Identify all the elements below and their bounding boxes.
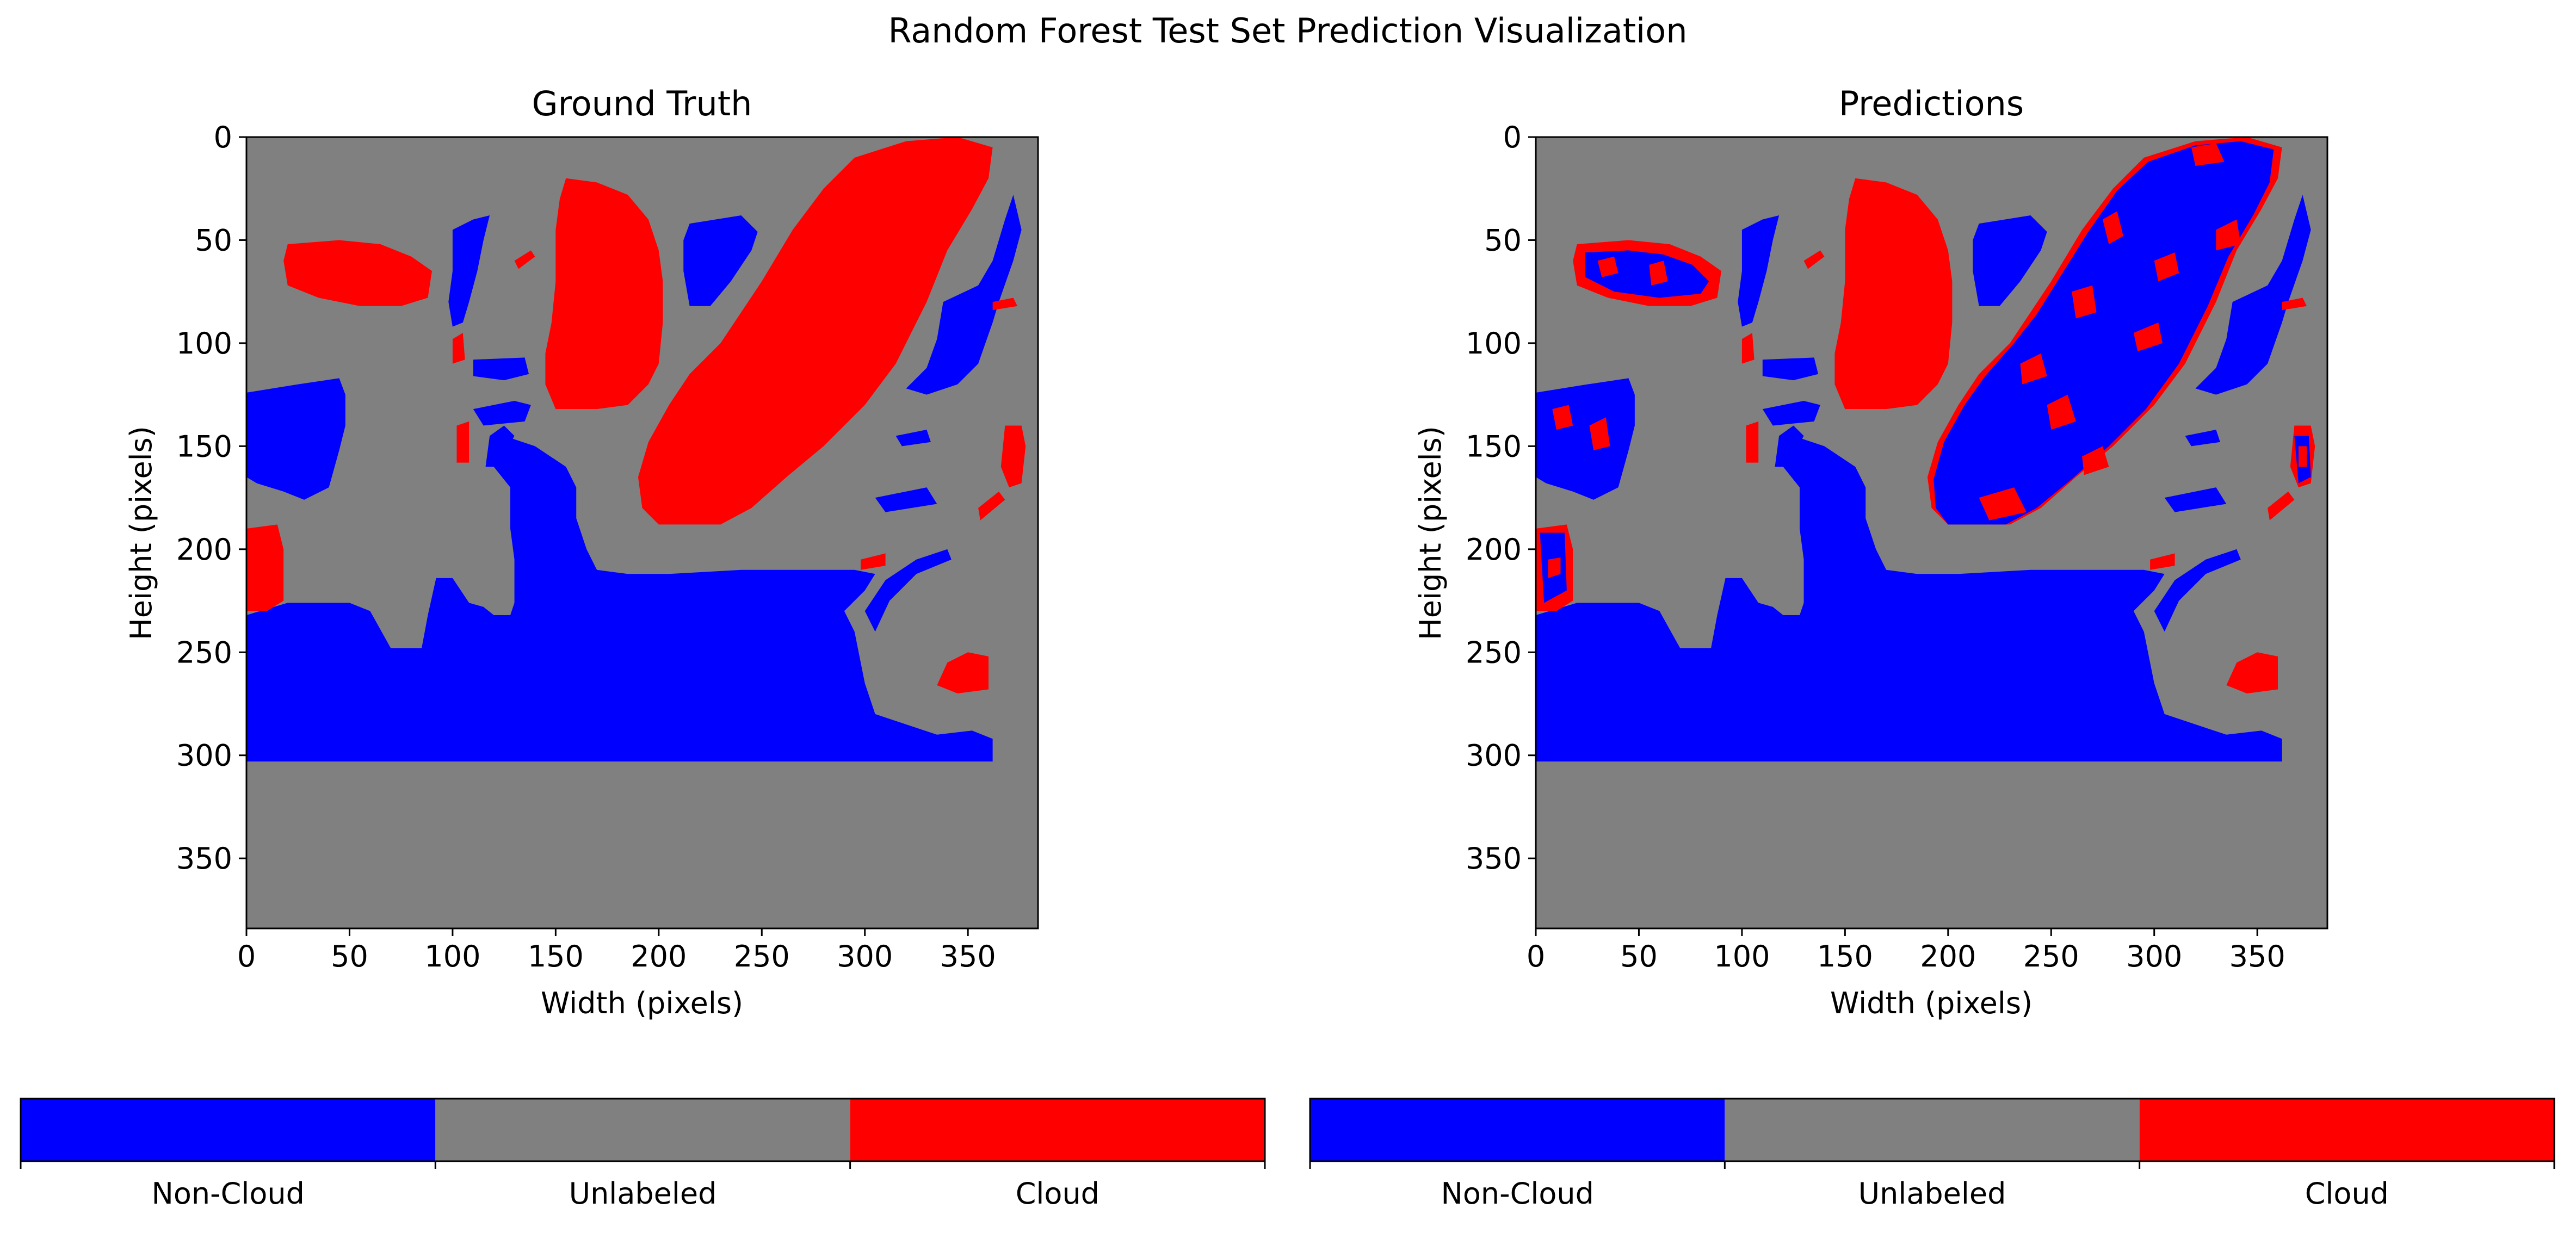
x-tick-label: 100 [1714,939,1770,974]
x-tick-label: 0 [1527,939,1545,974]
x-tick-label: 350 [2229,939,2285,974]
x-axis-label: Width (pixels) [1830,986,2033,1020]
x-tick-label: 350 [940,939,996,974]
colorbar-segment [1725,1099,2140,1161]
x-tick-label: 300 [2126,939,2182,974]
colorbar-segment [21,1099,436,1161]
figure-title: Random Forest Test Set Prediction Visual… [888,11,1687,51]
y-tick-label: 150 [176,429,232,463]
x-axis-label: Width (pixels) [541,986,743,1020]
y-tick-label: 350 [176,841,232,876]
panel-ground-truth: Ground Truth 0 50 100 150 200 250 300 350 0 50 10… [124,84,1039,1020]
y-tick-label: 50 [1484,223,1522,257]
plot-frame [245,136,1039,930]
colorbar-segment [1310,1099,1725,1161]
y-tick-label: 200 [176,532,232,567]
heatmap-image [246,137,1038,928]
y-tick-label: 150 [1466,429,1522,463]
plot-frame [1535,136,2328,930]
x-tick-label: 150 [528,939,584,974]
colorbar-label: Cloud [2305,1176,2389,1211]
x-tick-label: 200 [1920,939,1976,974]
colorbar-predictions: Non-Cloud Unlabeled Cloud [1309,1098,2555,1211]
x-tick-label: 50 [1620,939,1658,974]
y-tick-label: 300 [1466,739,1522,773]
panel-title: Predictions [1839,84,2024,123]
colorbar-label: Non-Cloud [1441,1176,1593,1211]
colorbar-label: Non-Cloud [151,1176,304,1211]
y-tick-label: 0 [214,120,232,154]
y-tick-label: 100 [176,326,232,361]
x-tick-label: 50 [331,939,368,974]
colorbar-label: Cloud [1016,1176,1099,1211]
y-tick-label: 0 [1503,120,1522,154]
colorbar-ground-truth: Non-Cloud Unlabeled Cloud [20,1098,1266,1211]
x-tick-label: 100 [424,939,480,974]
y-axis-label: Height (pixels) [1413,426,1448,640]
y-tick-label: 200 [1466,532,1522,567]
colorbar-segment [2139,1099,2554,1161]
colorbar-segment [435,1099,850,1161]
x-tick-label: 250 [734,939,790,974]
x-tick-label: 150 [1817,939,1873,974]
panel-title: Ground Truth [532,84,752,123]
x-tick-label: 250 [2023,939,2079,974]
y-tick-label: 50 [195,223,232,257]
colorbar-segment [850,1099,1265,1161]
x-tick-label: 200 [631,939,687,974]
y-tick-label: 300 [176,739,232,773]
colorbar-label: Unlabeled [569,1176,717,1211]
y-axis-label: Height (pixels) [124,426,158,640]
y-tick-label: 250 [176,635,232,670]
heatmap-image [1536,137,2327,928]
y-tick-label: 250 [1466,635,1522,670]
y-tick-label: 350 [1466,841,1522,876]
panel-predictions: Predictions [1413,84,2328,1020]
colorbar-label: Unlabeled [1858,1176,2006,1211]
x-tick-label: 0 [237,939,256,974]
y-tick-label: 100 [1466,326,1522,361]
colorbar-frame [20,1098,1266,1162]
colorbar-frame [1309,1098,2555,1162]
x-tick-label: 300 [837,939,893,974]
